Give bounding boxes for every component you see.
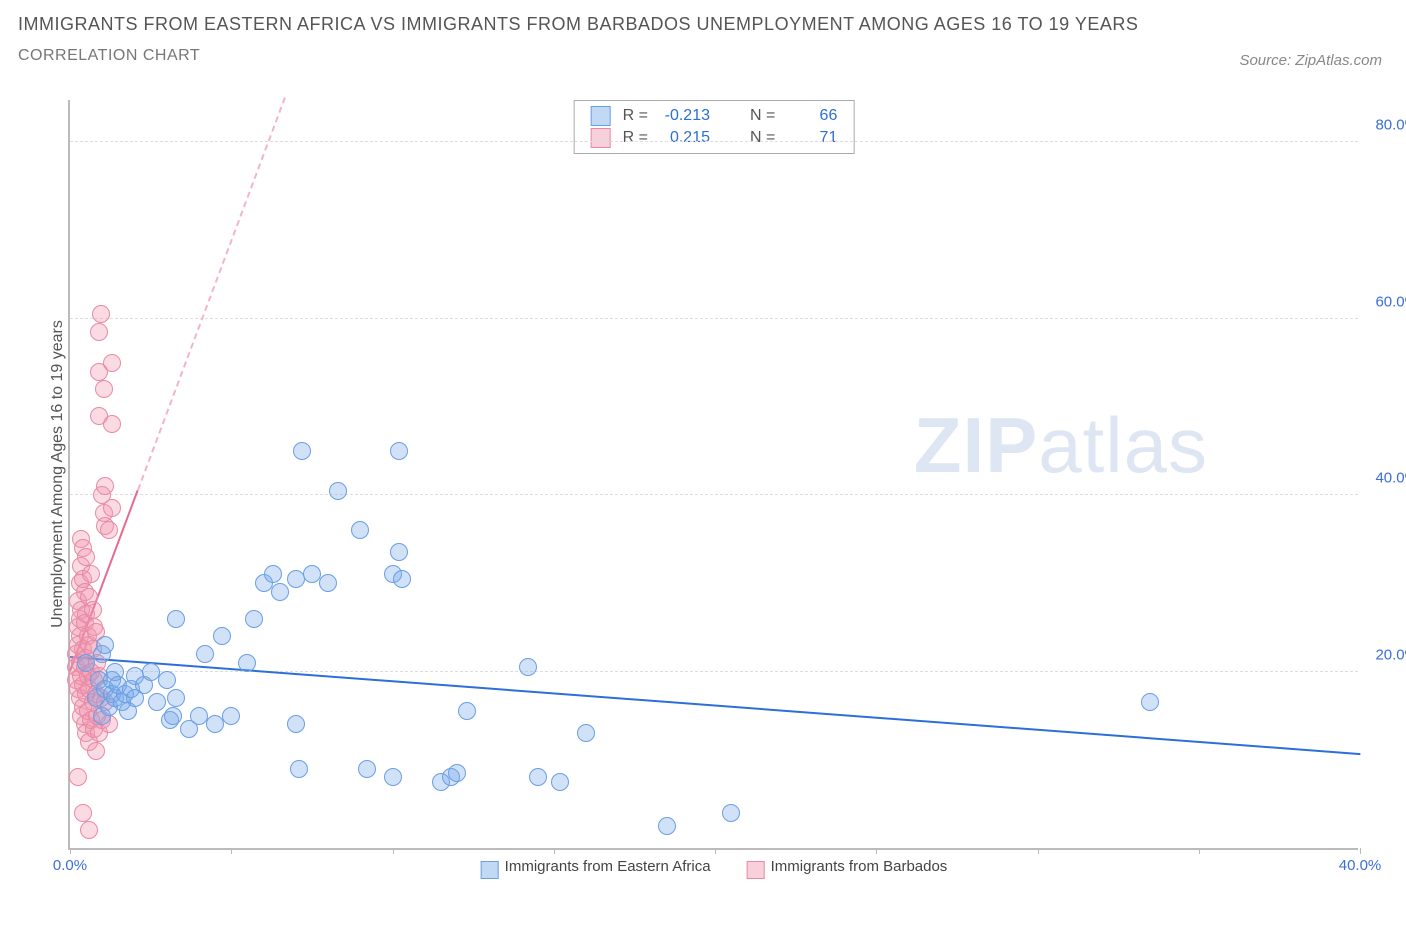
r-label: R = (617, 105, 654, 127)
x-tick (1360, 848, 1361, 854)
data-point-blue (158, 671, 176, 689)
data-point-pink (90, 363, 108, 381)
y-tick-label: 20.0% (1368, 646, 1406, 663)
x-tick (70, 848, 71, 854)
x-tick (554, 848, 555, 854)
data-point-blue (351, 521, 369, 539)
data-point-blue (1141, 693, 1159, 711)
n-value: 66 (781, 105, 843, 127)
swatch-pink (591, 128, 611, 148)
legend-label: Immigrants from Barbados (771, 858, 948, 875)
data-point-blue (658, 817, 676, 835)
data-point-pink (100, 521, 118, 539)
data-point-pink (96, 477, 114, 495)
r-label: R = (617, 127, 654, 149)
chart-subtitle: CORRELATION CHART (18, 47, 1388, 65)
data-point-pink (82, 565, 100, 583)
data-point-blue (358, 760, 376, 778)
watermark: ZIPatlas (914, 400, 1208, 491)
data-point-blue (238, 654, 256, 672)
data-point-pink (87, 742, 105, 760)
data-point-blue (293, 442, 311, 460)
swatch-blue (591, 106, 611, 126)
x-tick (876, 848, 877, 854)
x-tick (715, 848, 716, 854)
data-point-blue (390, 543, 408, 561)
plot-area: Unemployment Among Ages 16 to 19 years Z… (68, 100, 1358, 850)
data-point-blue (77, 654, 95, 672)
data-point-blue (329, 482, 347, 500)
data-point-blue (206, 715, 224, 733)
n-value: 71 (781, 127, 843, 149)
series-legend: Immigrants from Eastern Africa Immigrants… (463, 858, 966, 876)
data-point-blue (290, 760, 308, 778)
r-value: -0.213 (654, 105, 716, 127)
data-point-blue (319, 574, 337, 592)
data-point-blue (390, 442, 408, 460)
data-point-blue (196, 645, 214, 663)
data-point-blue (264, 565, 282, 583)
x-tick (231, 848, 232, 854)
data-point-blue (458, 702, 476, 720)
data-point-blue (245, 610, 263, 628)
data-point-blue (164, 707, 182, 725)
data-point-pink (69, 768, 87, 786)
legend-item-pink: Immigrants from Barbados (747, 858, 948, 875)
gridline (70, 318, 1358, 319)
data-point-pink (84, 601, 102, 619)
trend-line-pink-extrap (137, 97, 286, 490)
data-point-pink (90, 323, 108, 341)
stat-row-blue: R =-0.213 N =66 (585, 105, 844, 127)
data-point-blue (577, 724, 595, 742)
data-point-blue (529, 768, 547, 786)
data-point-blue (551, 773, 569, 791)
chart-title: IMMIGRANTS FROM EASTERN AFRICA VS IMMIGR… (18, 14, 1388, 35)
legend-swatch-pink (747, 861, 765, 879)
source-label: Source: ZipAtlas.com (1239, 52, 1382, 69)
data-point-blue (96, 636, 114, 654)
data-point-blue (271, 583, 289, 601)
x-tick (393, 848, 394, 854)
data-point-blue (722, 804, 740, 822)
data-point-blue (148, 693, 166, 711)
data-point-blue (167, 689, 185, 707)
gridline (70, 141, 1358, 142)
gridline (70, 494, 1358, 495)
stat-row-pink: R =0.215 N =71 (585, 127, 844, 149)
data-point-pink (103, 499, 121, 517)
data-point-blue (384, 768, 402, 786)
data-point-pink (74, 804, 92, 822)
data-point-blue (167, 610, 185, 628)
data-point-pink (90, 407, 108, 425)
data-point-pink (95, 380, 113, 398)
legend-item-blue: Immigrants from Eastern Africa (481, 858, 711, 875)
data-point-blue (448, 764, 466, 782)
data-point-pink (77, 548, 95, 566)
stat-legend: R =-0.213 N =66 R =0.215 N =71 (574, 100, 855, 154)
chart-container: Unemployment Among Ages 16 to 19 years Z… (18, 90, 1388, 910)
n-label: N = (744, 105, 781, 127)
x-tick (1199, 848, 1200, 854)
data-point-pink (80, 821, 98, 839)
data-point-pink (92, 305, 110, 323)
y-tick-label: 60.0% (1368, 293, 1406, 310)
y-axis-label: Unemployment Among Ages 16 to 19 years (49, 320, 67, 628)
data-point-blue (393, 570, 411, 588)
y-tick-label: 80.0% (1368, 117, 1406, 134)
data-point-blue (222, 707, 240, 725)
data-point-blue (519, 658, 537, 676)
x-tick (1038, 848, 1039, 854)
x-tick-label: 0.0% (53, 857, 87, 874)
legend-label: Immigrants from Eastern Africa (505, 858, 711, 875)
x-tick-label: 40.0% (1339, 857, 1382, 874)
data-point-blue (213, 627, 231, 645)
data-point-blue (287, 715, 305, 733)
y-tick-label: 40.0% (1368, 470, 1406, 487)
legend-swatch-blue (481, 861, 499, 879)
n-label: N = (744, 127, 781, 149)
r-value: 0.215 (654, 127, 716, 149)
